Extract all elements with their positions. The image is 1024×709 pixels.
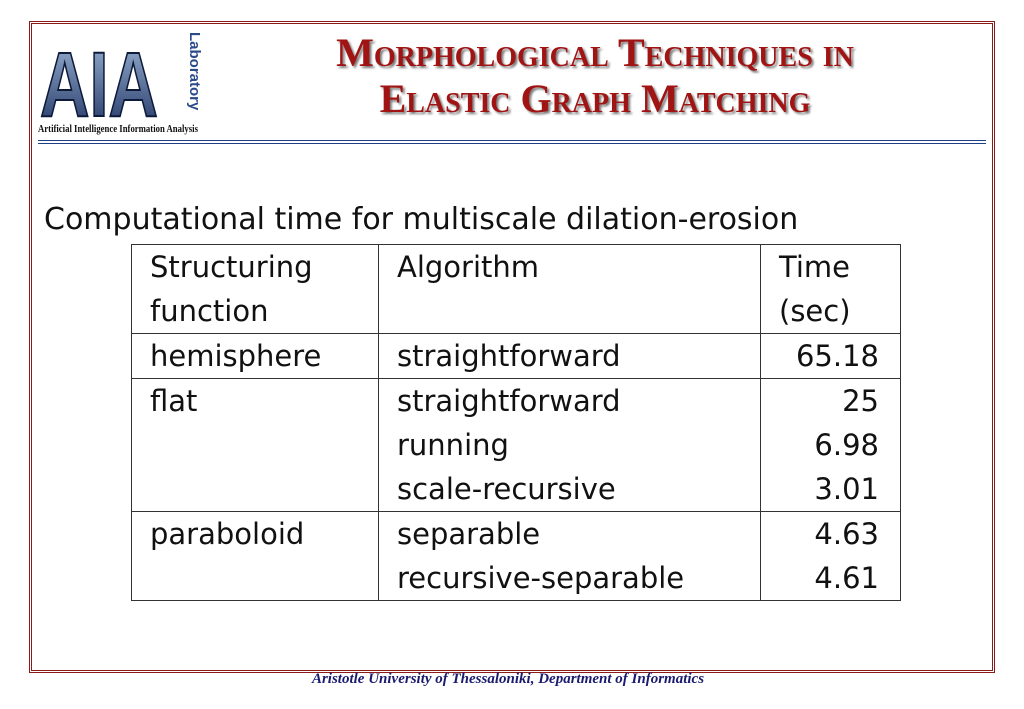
header-cell: Structuring function — [131, 244, 379, 334]
group-row: paraboloid separable recursive-separable 4.… — [131, 511, 901, 601]
time: 3.01 — [814, 472, 879, 506]
logo-letters: AIA — [40, 34, 158, 136]
title-line: Elastic Graph Matching — [379, 76, 811, 121]
header-cell: Algorithm — [378, 244, 761, 334]
time-cell: 65.18 — [760, 333, 901, 379]
logo: AIA Laboratory Artificial Intelligence I… — [38, 32, 203, 137]
results-table: Structuring function Algorithm Time (sec) h… — [131, 244, 901, 601]
algorithm-cell: straightforward running scale-recursive — [378, 378, 761, 512]
algorithm-cell: separable recursive-separable — [378, 511, 761, 601]
time: 65.18 — [795, 339, 879, 373]
algorithm: recursive-separable — [397, 561, 685, 595]
header-cell: Time (sec) — [760, 244, 901, 334]
time: 4.63 — [814, 517, 879, 551]
logo-side-text: Laboratory — [186, 32, 203, 111]
time-cell: 4.63 4.61 — [760, 511, 901, 601]
title: Morphological Techniques in Elastic Grap… — [210, 30, 980, 122]
title-line: Morphological Techniques in — [336, 30, 854, 75]
subtitle: Computational time for multiscale dilati… — [44, 202, 799, 237]
function-cell: hemisphere — [131, 333, 379, 379]
logo-caption: Artificial Intelligence Information Anal… — [38, 124, 198, 135]
time: 6.98 — [814, 428, 879, 462]
algorithm: scale-recursive — [397, 472, 616, 506]
time-cell: 25 6.98 3.01 — [760, 378, 901, 512]
time: 25 — [842, 384, 879, 418]
function-cell: paraboloid — [131, 511, 379, 601]
algorithm: running — [397, 428, 509, 462]
function-cell: flat — [131, 378, 379, 512]
group-row: hemisphere straightforward 65.18 — [131, 333, 901, 379]
algorithm: separable — [397, 517, 541, 551]
group-row: flat straightforward running scale-recursiv… — [131, 378, 901, 512]
algorithm-cell: straightforward — [378, 333, 761, 379]
header-row: Structuring function Algorithm Time (sec) — [131, 244, 901, 334]
algorithm: straightforward — [397, 384, 621, 418]
slide-frame — [29, 21, 995, 673]
footer: Aristotle University of Thessaloniki, De… — [311, 671, 705, 687]
time: 4.61 — [814, 561, 879, 595]
algorithm: straightforward — [397, 339, 621, 373]
header-rule — [38, 140, 986, 144]
